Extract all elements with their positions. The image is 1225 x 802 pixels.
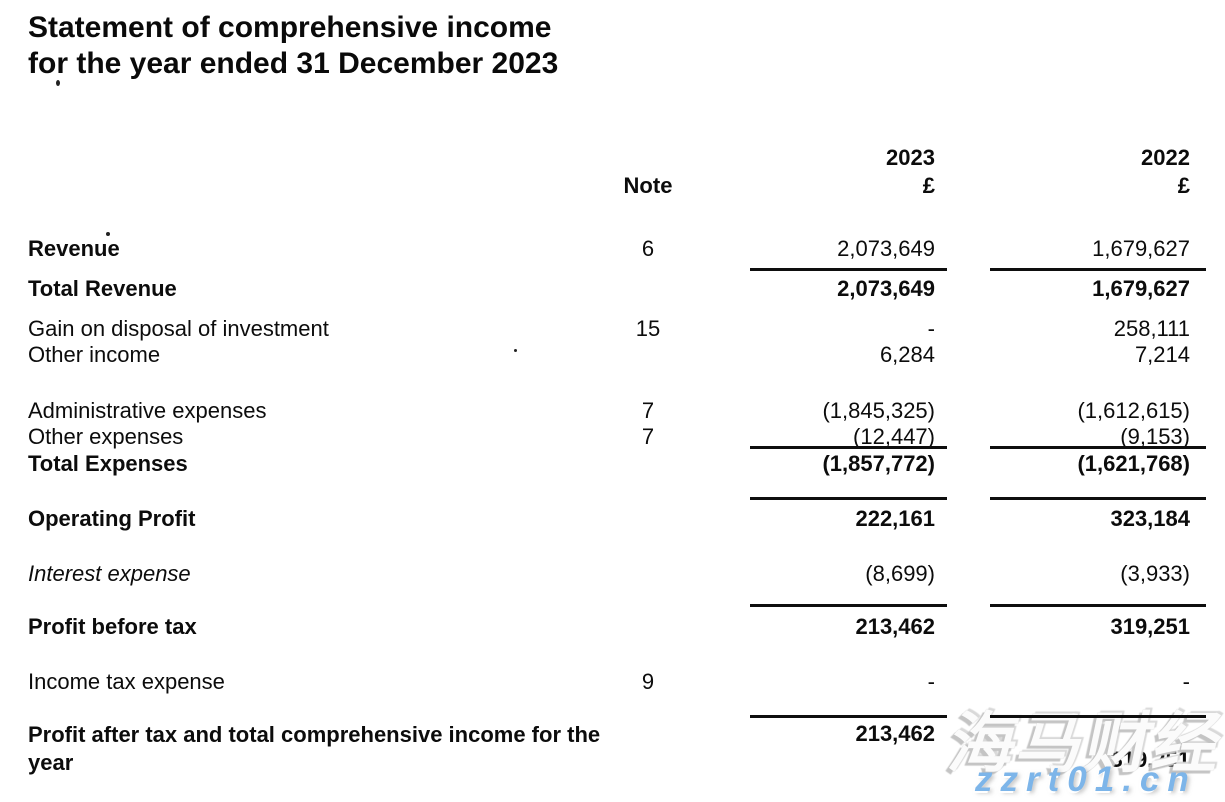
row-label: Administrative expenses [28, 398, 267, 423]
table-row-other-expenses: Other expenses 7 (12,447) (9,153) [28, 424, 1208, 451]
total-rule [750, 446, 947, 449]
total-rule [750, 268, 947, 271]
total-rule [750, 715, 947, 718]
row-label: Income tax expense [28, 669, 225, 694]
amount-2023: - [927, 316, 935, 341]
amount-2023: (1,845,325) [822, 398, 935, 423]
note-value: 9 [641, 669, 655, 694]
note-value: 7 [641, 424, 655, 449]
year-2022-header: 2022 [1141, 145, 1190, 170]
amount-2023: (12,447) [853, 424, 935, 449]
total-rule [750, 497, 947, 500]
amount-2022: (9,153) [1120, 424, 1190, 449]
amount-2023: (8,699) [865, 561, 935, 586]
currency-header-2023: £ [922, 173, 935, 198]
amount-2022: 319,251 [1110, 614, 1190, 639]
currency-header-2022: £ [1177, 173, 1190, 198]
table-row-total-expenses: Total Expenses (1,857,772) (1,621,768) [28, 451, 1208, 478]
amount-2023: 222,161 [855, 506, 935, 531]
table-row-total-revenue: Total Revenue 2,073,649 1,679,627 [28, 276, 1208, 303]
amount-2022: 1,679,627 [1092, 236, 1190, 261]
total-rule [990, 268, 1206, 271]
row-label: Total Revenue [28, 276, 177, 301]
amount-2023: 6,284 [879, 342, 935, 367]
table-row-gain-on-disposal: Gain on disposal of investment 15 - 258,… [28, 316, 1208, 343]
row-label: Total Expenses [28, 451, 188, 476]
column-header-years: 2023 2022 [28, 145, 1208, 172]
amount-2023: 213,462 [855, 614, 935, 639]
amount-2022: 258,111 [1113, 316, 1190, 341]
table-row-income-tax-expense: Income tax expense 9 - - [28, 669, 1208, 696]
row-label: Other income [28, 342, 161, 367]
note-value: 6 [641, 236, 655, 261]
table-row-profit-after-tax: Profit after tax and total comprehensive… [28, 721, 1208, 777]
amount-2023: (1,857,772) [822, 451, 935, 476]
table-row-operating-profit: Operating Profit 222,161 323,184 [28, 506, 1208, 533]
note-value: 7 [641, 398, 655, 423]
amount-2022: 319,251 [1110, 747, 1190, 772]
amount-2022: (3,933) [1120, 561, 1190, 586]
amount-2022: (1,612,615) [1077, 398, 1190, 423]
total-rule [990, 446, 1206, 449]
total-rule [750, 604, 947, 607]
total-rule [990, 715, 1206, 718]
total-rule [990, 497, 1206, 500]
scan-speck [56, 80, 60, 86]
table-row-revenue: Revenue 6 2,073,649 1,679,627 [28, 236, 1208, 263]
table-row-other-income: Other income 6,284 7,214 [28, 342, 1208, 369]
row-label: Profit before tax [28, 614, 197, 639]
year-2023-header: 2023 [886, 145, 935, 170]
row-label: Interest expense [28, 561, 191, 586]
total-rule [990, 604, 1206, 607]
amount-2023: 2,073,649 [837, 236, 935, 261]
amount-2023: 2,073,649 [837, 276, 935, 301]
amount-2023: - [927, 669, 935, 694]
column-header-note-currency: Note £ £ [28, 173, 1208, 200]
amount-2022: - [1182, 669, 1190, 694]
row-label: Gain on disposal of investment [28, 316, 329, 341]
scan-speck [106, 232, 110, 236]
table-row-administrative-expenses: Administrative expenses 7 (1,845,325) (1… [28, 398, 1208, 425]
table-row-interest-expense: Interest expense (8,699) (3,933) [28, 561, 1208, 588]
amount-2022: 1,679,627 [1092, 276, 1190, 301]
table-row-profit-before-tax: Profit before tax 213,462 319,251 [28, 614, 1208, 641]
page-title-line1: Statement of comprehensive income [28, 11, 552, 44]
row-label: Operating Profit [28, 506, 196, 531]
row-label: Revenue [28, 236, 120, 261]
row-label: Profit after tax and total comprehensive… [28, 722, 601, 775]
amount-2022: 7,214 [1134, 342, 1190, 367]
row-label: Other expenses [28, 424, 184, 449]
note-column-header: Note [623, 173, 673, 198]
amount-2022: 323,184 [1110, 506, 1190, 531]
scan-speck [514, 349, 517, 352]
page-title-line2: for the year ended 31 December 2023 [28, 47, 559, 80]
page-title: Statement of comprehensive income for th… [28, 10, 558, 82]
amount-2022: (1,621,768) [1077, 451, 1190, 476]
amount-2023: 213,462 [855, 721, 935, 746]
note-value: 15 [635, 316, 661, 341]
